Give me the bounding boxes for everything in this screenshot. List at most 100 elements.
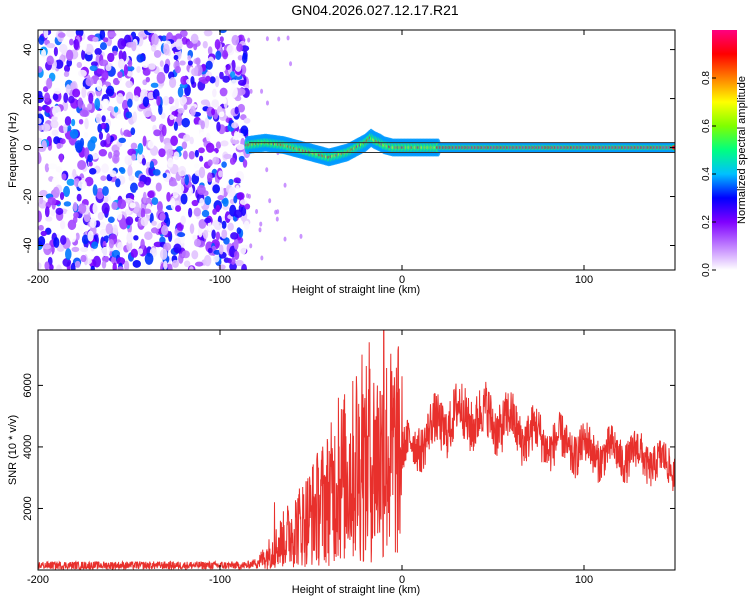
noise-cell bbox=[145, 111, 153, 117]
noise-cell bbox=[145, 76, 151, 83]
noise-cell bbox=[235, 184, 240, 195]
noise-cell bbox=[100, 122, 107, 130]
noise-cell bbox=[43, 30, 49, 39]
noise-cell bbox=[66, 59, 73, 67]
noise-cell bbox=[219, 36, 224, 43]
noise-cell bbox=[53, 237, 60, 248]
noise-cell bbox=[156, 71, 166, 84]
noise-cell bbox=[205, 132, 211, 142]
noise-cell bbox=[41, 123, 51, 132]
noise-cell bbox=[102, 84, 107, 93]
noise-cell bbox=[151, 197, 159, 205]
noise-cell bbox=[158, 148, 166, 158]
noise-cell bbox=[237, 132, 244, 139]
spectrogram-plot-area bbox=[38, 30, 675, 270]
noise-cell bbox=[147, 140, 155, 149]
noise-cell bbox=[125, 216, 134, 226]
noise-cell bbox=[233, 177, 241, 184]
y-tick-label: 4000 bbox=[22, 435, 34, 459]
noise-cell bbox=[199, 31, 205, 39]
noise-cell bbox=[82, 39, 87, 52]
noise-cell bbox=[105, 63, 112, 72]
noise-cell bbox=[168, 181, 178, 187]
noise-cell bbox=[140, 216, 149, 227]
noise-cell bbox=[187, 55, 192, 61]
noise-cell bbox=[171, 259, 179, 268]
noise-cell bbox=[92, 255, 101, 268]
noise-cell bbox=[190, 33, 199, 44]
noise-cell bbox=[233, 130, 239, 141]
y-tick-label: -40 bbox=[22, 238, 34, 254]
noise-cell bbox=[181, 141, 188, 150]
noise-cell bbox=[118, 50, 124, 61]
noise-cell bbox=[204, 195, 212, 206]
noise-cell bbox=[117, 199, 127, 210]
noise-cell bbox=[283, 182, 287, 188]
noise-cell bbox=[233, 209, 243, 218]
noise-cell bbox=[44, 261, 50, 270]
noise-cell bbox=[59, 153, 64, 163]
noise-cell bbox=[69, 38, 74, 46]
noise-cell bbox=[174, 65, 181, 74]
noise-cell bbox=[79, 109, 89, 117]
noise-cell bbox=[137, 142, 144, 155]
noise-cell bbox=[150, 227, 159, 234]
noise-cell bbox=[243, 220, 250, 230]
noise-cell bbox=[106, 133, 111, 145]
noise-cell bbox=[127, 165, 133, 177]
noise-cell bbox=[72, 88, 81, 98]
noise-cell bbox=[159, 212, 166, 221]
noise-cell bbox=[207, 46, 213, 56]
noise-cell bbox=[167, 96, 175, 104]
noise-cell bbox=[98, 148, 108, 157]
noise-cell bbox=[116, 257, 126, 266]
noise-cell bbox=[39, 189, 48, 197]
noise-cell bbox=[189, 105, 196, 117]
noise-cell bbox=[274, 209, 278, 215]
noise-cell bbox=[63, 123, 68, 134]
noise-cell bbox=[80, 254, 87, 263]
noise-cell bbox=[173, 54, 179, 61]
noise-cell bbox=[107, 52, 115, 63]
noise-cell bbox=[178, 165, 187, 177]
noise-cell bbox=[167, 157, 174, 168]
noise-cell bbox=[163, 63, 170, 74]
noise-cell bbox=[56, 264, 62, 270]
noise-cell bbox=[221, 229, 228, 239]
noise-cell bbox=[140, 207, 146, 219]
noise-cell bbox=[211, 100, 220, 108]
noise-cell bbox=[151, 220, 157, 226]
y-tick-label: 40 bbox=[22, 43, 34, 55]
noise-cell bbox=[214, 39, 221, 50]
colorbar-tick-label: 0.2 bbox=[701, 215, 712, 229]
noise-cell bbox=[38, 262, 42, 270]
noise-cell bbox=[212, 220, 220, 227]
noise-cell bbox=[215, 204, 221, 213]
noise-cell bbox=[161, 225, 169, 236]
noise-cell bbox=[84, 43, 94, 55]
noise-cell bbox=[180, 215, 186, 225]
noise-cell bbox=[88, 161, 93, 167]
noise-cell bbox=[166, 191, 171, 202]
noise-cell bbox=[243, 117, 251, 124]
noise-cell bbox=[69, 129, 79, 139]
noise-cell bbox=[124, 260, 130, 270]
noise-cell bbox=[194, 149, 199, 158]
noise-cell bbox=[147, 30, 157, 34]
noise-cell bbox=[225, 64, 231, 70]
noise-cell bbox=[101, 115, 106, 123]
snr-y-axis-label: SNR (10 * v/v) bbox=[7, 415, 19, 485]
noise-cell bbox=[169, 114, 175, 121]
noise-cell bbox=[230, 257, 236, 265]
noise-cell bbox=[63, 201, 72, 207]
noise-cell bbox=[227, 258, 232, 264]
noise-cell bbox=[124, 198, 133, 204]
noise-cell bbox=[97, 211, 104, 221]
noise-cell bbox=[61, 173, 67, 181]
noise-cell bbox=[140, 238, 145, 251]
noise-cell bbox=[179, 96, 188, 105]
noise-cell bbox=[81, 49, 86, 61]
y-tick-label: 20 bbox=[22, 92, 34, 104]
noise-cell bbox=[78, 203, 87, 214]
noise-cell bbox=[241, 263, 247, 270]
